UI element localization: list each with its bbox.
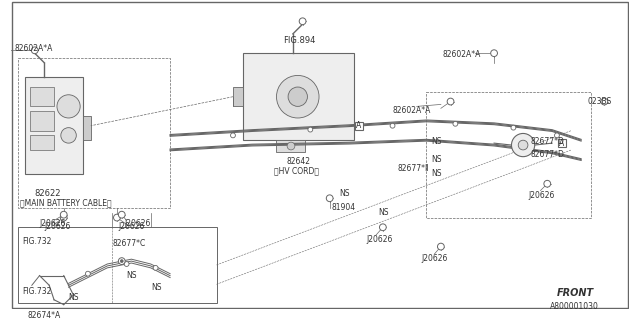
Circle shape (326, 195, 333, 202)
Circle shape (300, 18, 306, 25)
Text: 82677*D: 82677*D (531, 137, 564, 146)
Text: 023BS: 023BS (588, 97, 612, 106)
Circle shape (57, 95, 80, 118)
Circle shape (61, 128, 76, 143)
Text: A800001030: A800001030 (550, 302, 599, 311)
Text: NS: NS (68, 293, 79, 302)
Text: 82677*D: 82677*D (531, 150, 564, 159)
Text: 82677*Ⅱ: 82677*Ⅱ (397, 164, 429, 173)
Text: 82622: 82622 (35, 188, 61, 197)
Text: J20626: J20626 (528, 191, 554, 200)
Text: 81904: 81904 (332, 203, 356, 212)
Circle shape (453, 121, 458, 126)
Polygon shape (83, 68, 93, 174)
Text: 〈HV CORD〉: 〈HV CORD〉 (273, 166, 319, 175)
Bar (83, 116, 91, 140)
Bar (19, 227, 216, 303)
Bar (355, 122, 362, 130)
Circle shape (438, 243, 444, 250)
Circle shape (511, 125, 516, 130)
Text: J20626: J20626 (367, 235, 393, 244)
Circle shape (447, 98, 454, 105)
Circle shape (544, 180, 550, 187)
Text: 82642: 82642 (286, 157, 310, 166)
Text: NS: NS (339, 188, 350, 197)
Circle shape (276, 76, 319, 118)
Circle shape (31, 47, 38, 54)
Circle shape (230, 133, 236, 138)
Circle shape (118, 258, 125, 265)
Bar (30, 135, 54, 150)
Text: J20626: J20626 (40, 219, 66, 228)
Circle shape (86, 271, 90, 276)
Text: FIG.732: FIG.732 (22, 287, 51, 296)
Text: 82602A*A: 82602A*A (15, 44, 52, 52)
Circle shape (118, 211, 125, 218)
Text: NS: NS (151, 283, 161, 292)
Circle shape (60, 214, 67, 221)
Circle shape (601, 98, 608, 105)
Circle shape (113, 214, 120, 221)
Text: NS: NS (431, 137, 442, 146)
Circle shape (491, 50, 497, 57)
Text: NS: NS (431, 169, 442, 178)
Polygon shape (243, 42, 365, 53)
Bar (243, 53, 354, 140)
Text: 82602A*A: 82602A*A (392, 106, 431, 116)
Polygon shape (25, 68, 93, 77)
Circle shape (60, 211, 67, 218)
Bar (30, 87, 54, 106)
Text: J20626: J20626 (422, 254, 448, 263)
Circle shape (518, 140, 528, 150)
Bar (426, 92, 591, 218)
Text: NS: NS (378, 208, 388, 217)
Text: NS: NS (431, 155, 442, 164)
Circle shape (390, 123, 395, 128)
Circle shape (3, 47, 9, 54)
Circle shape (153, 266, 158, 270)
Text: A: A (559, 139, 564, 148)
Text: A: A (356, 121, 362, 130)
Text: 82602A*A: 82602A*A (443, 50, 481, 59)
Text: 82677*C: 82677*C (112, 239, 145, 248)
Circle shape (124, 261, 129, 267)
Bar (30, 111, 54, 131)
Circle shape (308, 127, 313, 132)
Circle shape (554, 133, 559, 138)
Text: J20626: J20626 (44, 222, 71, 231)
Text: 82674*A: 82674*A (28, 311, 61, 320)
Circle shape (380, 224, 387, 231)
Bar (233, 87, 243, 106)
Text: NS: NS (127, 271, 137, 280)
Text: FIG.894: FIG.894 (284, 36, 316, 45)
Text: FIG.732: FIG.732 (22, 237, 51, 246)
Bar (276, 140, 305, 152)
Text: FRONT: FRONT (557, 288, 594, 298)
Polygon shape (354, 42, 365, 140)
Text: 〈MAIN BATTERY CABLE〉: 〈MAIN BATTERY CABLE〉 (20, 198, 112, 207)
Bar (19, 58, 170, 208)
Circle shape (288, 87, 307, 106)
Bar (558, 139, 566, 147)
Circle shape (120, 260, 124, 262)
Bar (25, 77, 83, 174)
Text: J20626: J20626 (119, 222, 145, 231)
Text: J20626: J20626 (125, 219, 151, 228)
Circle shape (287, 142, 295, 150)
Circle shape (511, 133, 534, 157)
